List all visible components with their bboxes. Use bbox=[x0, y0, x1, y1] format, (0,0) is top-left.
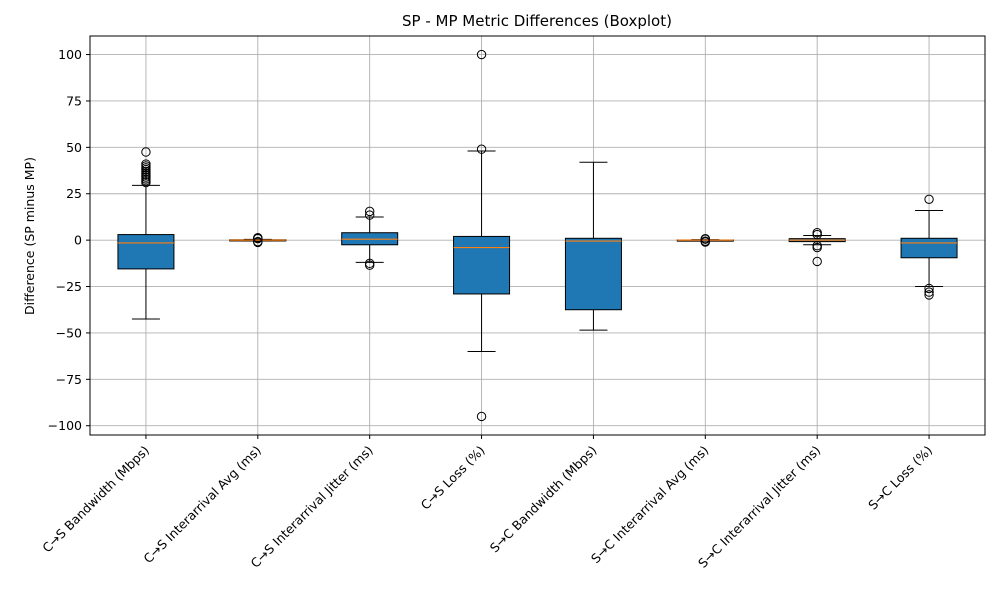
box-group bbox=[900, 194, 958, 300]
outlier-point bbox=[364, 206, 375, 217]
outlier-point bbox=[700, 233, 711, 244]
y-tick-label: 0 bbox=[74, 233, 82, 248]
outlier-point bbox=[364, 210, 375, 220]
box-group bbox=[229, 233, 287, 248]
y-tick-label: −75 bbox=[56, 372, 82, 387]
box bbox=[117, 234, 175, 270]
outlier-point bbox=[924, 194, 934, 205]
box bbox=[900, 237, 958, 259]
y-tick-label: 100 bbox=[58, 47, 82, 62]
outlier-point bbox=[924, 283, 934, 294]
boxes bbox=[117, 49, 958, 422]
x-tick-label: S→C Interarrival Jitter (ms) bbox=[695, 443, 823, 571]
outlier-point bbox=[924, 290, 934, 300]
box bbox=[453, 235, 511, 295]
outlier-point bbox=[364, 258, 375, 269]
x-tick-label: C→S Interarrival Avg (ms) bbox=[140, 443, 264, 567]
chart-title: SP - MP Metric Differences (Boxplot) bbox=[402, 12, 672, 30]
outlier-point bbox=[476, 411, 487, 422]
outlier-point bbox=[476, 49, 487, 60]
y-tick-label: −50 bbox=[56, 325, 82, 340]
outlier-point bbox=[141, 147, 151, 157]
x-axis: C→S Bandwidth (Mbps)C→S Interarrival Avg… bbox=[39, 435, 935, 571]
outlier-point bbox=[812, 228, 822, 238]
x-tick-label: S→C Bandwidth (Mbps) bbox=[487, 443, 600, 556]
box-group bbox=[788, 228, 846, 267]
x-tick-label: C→S Bandwidth (Mbps) bbox=[39, 443, 152, 556]
outlier-point bbox=[141, 159, 151, 169]
y-tick-label: 50 bbox=[66, 140, 82, 155]
y-tick-label: 25 bbox=[66, 186, 82, 201]
y-tick-label: 75 bbox=[66, 93, 82, 108]
outlier-point bbox=[476, 144, 487, 154]
plot-frame bbox=[89, 35, 986, 436]
box-group bbox=[453, 49, 511, 422]
grid bbox=[90, 36, 985, 435]
x-tick-label: C→S Interarrival Jitter (ms) bbox=[248, 443, 376, 571]
y-tick-label: −25 bbox=[56, 279, 82, 294]
y-axis-label: Difference (SP minus MP) bbox=[22, 157, 37, 315]
box-group bbox=[341, 206, 399, 270]
box-group bbox=[117, 147, 175, 320]
box bbox=[564, 237, 622, 311]
x-tick-label: S→C Loss (%) bbox=[865, 443, 935, 513]
outlier-point bbox=[253, 233, 263, 243]
outlier-point bbox=[253, 236, 263, 247]
x-tick-label: S→C Interarrival Avg (ms) bbox=[588, 443, 712, 567]
box-group bbox=[676, 233, 734, 247]
outlier-point bbox=[924, 287, 934, 297]
outlier-point bbox=[812, 256, 822, 267]
y-tick-label: −100 bbox=[48, 418, 82, 433]
x-tick-label: C→S Loss (%) bbox=[418, 443, 488, 513]
outlier-point bbox=[812, 241, 822, 251]
y-axis: 100 75 50 25 0 −25 −50 −75 −100 bbox=[48, 47, 90, 433]
box-group bbox=[564, 161, 622, 331]
